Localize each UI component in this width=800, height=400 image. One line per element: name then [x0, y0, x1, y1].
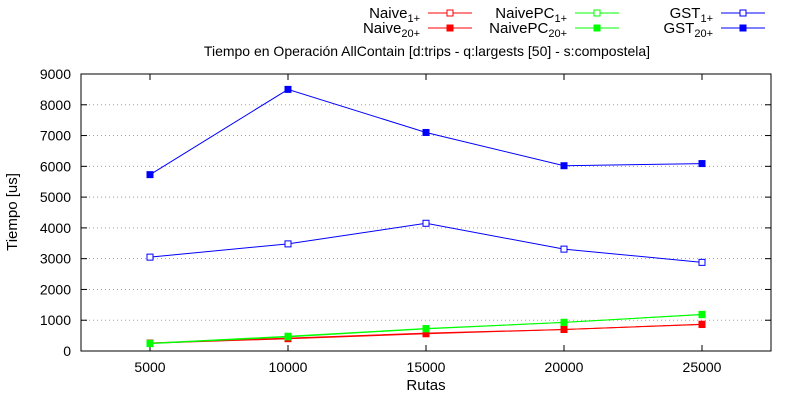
y-axis-ticks: 0 1000 2000 3000 4000 5000 6000 7000 8000 9000 — [40, 66, 771, 359]
x-tick-label: 5000 — [134, 359, 165, 375]
y-tick-label: 8000 — [40, 97, 71, 113]
data-point — [422, 325, 430, 333]
legend-label-name: NaivePC — [489, 20, 548, 37]
data-point — [284, 332, 292, 340]
chart-title: Tiempo en Operación AllContain [d:trips … — [204, 43, 650, 59]
grid-lines — [81, 104, 771, 321]
y-tick-label: 5000 — [40, 189, 71, 205]
series-gst-20- — [146, 85, 706, 179]
x-axis-label: Rutas — [406, 377, 445, 394]
x-tick-label: 20000 — [545, 359, 584, 375]
y-tick-label: 9000 — [40, 66, 71, 82]
x-axis-ticks: 5000 10000 15000 20000 25000 — [134, 74, 722, 375]
y-tick-label: 2000 — [40, 281, 71, 297]
y-tick-label: 6000 — [40, 158, 71, 174]
legend-label: NaivePC20+ — [489, 20, 567, 40]
legend-entry: NaivePC20+ — [489, 20, 619, 40]
legend-entry: Naive20+ — [363, 20, 472, 40]
y-axis-label: Tiempo [us] — [4, 173, 21, 251]
legend-marker — [593, 24, 601, 32]
data-point — [146, 339, 154, 347]
data-point — [698, 310, 706, 318]
y-tick-label: 0 — [63, 343, 71, 359]
y-tick-label: 4000 — [40, 220, 71, 236]
plot-frame — [80, 73, 772, 352]
legend-entry: NaivePC1+ — [495, 5, 619, 25]
data-point — [560, 245, 568, 253]
legend-label-name: Naive — [363, 20, 401, 37]
legend-label-subscript: 20+ — [401, 28, 420, 40]
x-tick-label: 10000 — [269, 359, 308, 375]
legend-label-subscript: 20+ — [548, 28, 567, 40]
legend-label: Naive20+ — [363, 20, 420, 40]
legend: Naive1+Naive20+NaivePC1+NaivePC20+GST1+G… — [363, 5, 765, 40]
legend-label-name: GST — [663, 20, 694, 37]
legend-label: GST1+ — [670, 5, 713, 25]
series-naivepc-20- — [146, 310, 706, 347]
legend-label-name: Naive — [369, 5, 407, 22]
data-point — [698, 321, 706, 329]
legend-entry: Naive1+ — [369, 5, 472, 25]
legend-label-subscript: 20+ — [694, 28, 713, 40]
legend-marker — [593, 9, 601, 17]
y-tick-label: 1000 — [40, 312, 71, 328]
data-point — [422, 219, 430, 227]
legend-label: GST20+ — [663, 20, 713, 40]
data-point — [698, 160, 706, 168]
legend-label: Naive1+ — [369, 5, 420, 25]
y-tick-label: 3000 — [40, 251, 71, 267]
data-point — [560, 318, 568, 326]
data-point — [146, 253, 154, 261]
legend-label-subscript: 1+ — [554, 13, 567, 25]
series-gst-1- — [146, 219, 706, 266]
data-point — [560, 325, 568, 333]
y-tick-label: 7000 — [40, 128, 71, 144]
legend-marker — [446, 9, 454, 17]
legend-label-name: GST — [670, 5, 701, 22]
legend-label-subscript: 1+ — [700, 13, 713, 25]
data-point — [284, 240, 292, 248]
legend-label-subscript: 1+ — [407, 13, 420, 25]
x-tick-label: 15000 — [407, 359, 446, 375]
data-point — [422, 128, 430, 136]
legend-marker — [739, 24, 747, 32]
series-line — [149, 222, 703, 263]
legend-label: NaivePC1+ — [495, 5, 567, 25]
data-point — [698, 258, 706, 266]
x-tick-label: 25000 — [683, 359, 722, 375]
legend-label-name: NaivePC — [495, 5, 554, 22]
legend-marker — [446, 24, 454, 32]
legend-entry: GST20+ — [663, 20, 765, 40]
legend-entry: GST1+ — [670, 5, 765, 25]
series-lines — [146, 85, 706, 348]
data-point — [146, 171, 154, 179]
legend-marker — [739, 9, 747, 17]
data-point — [284, 85, 292, 93]
data-point — [560, 162, 568, 170]
